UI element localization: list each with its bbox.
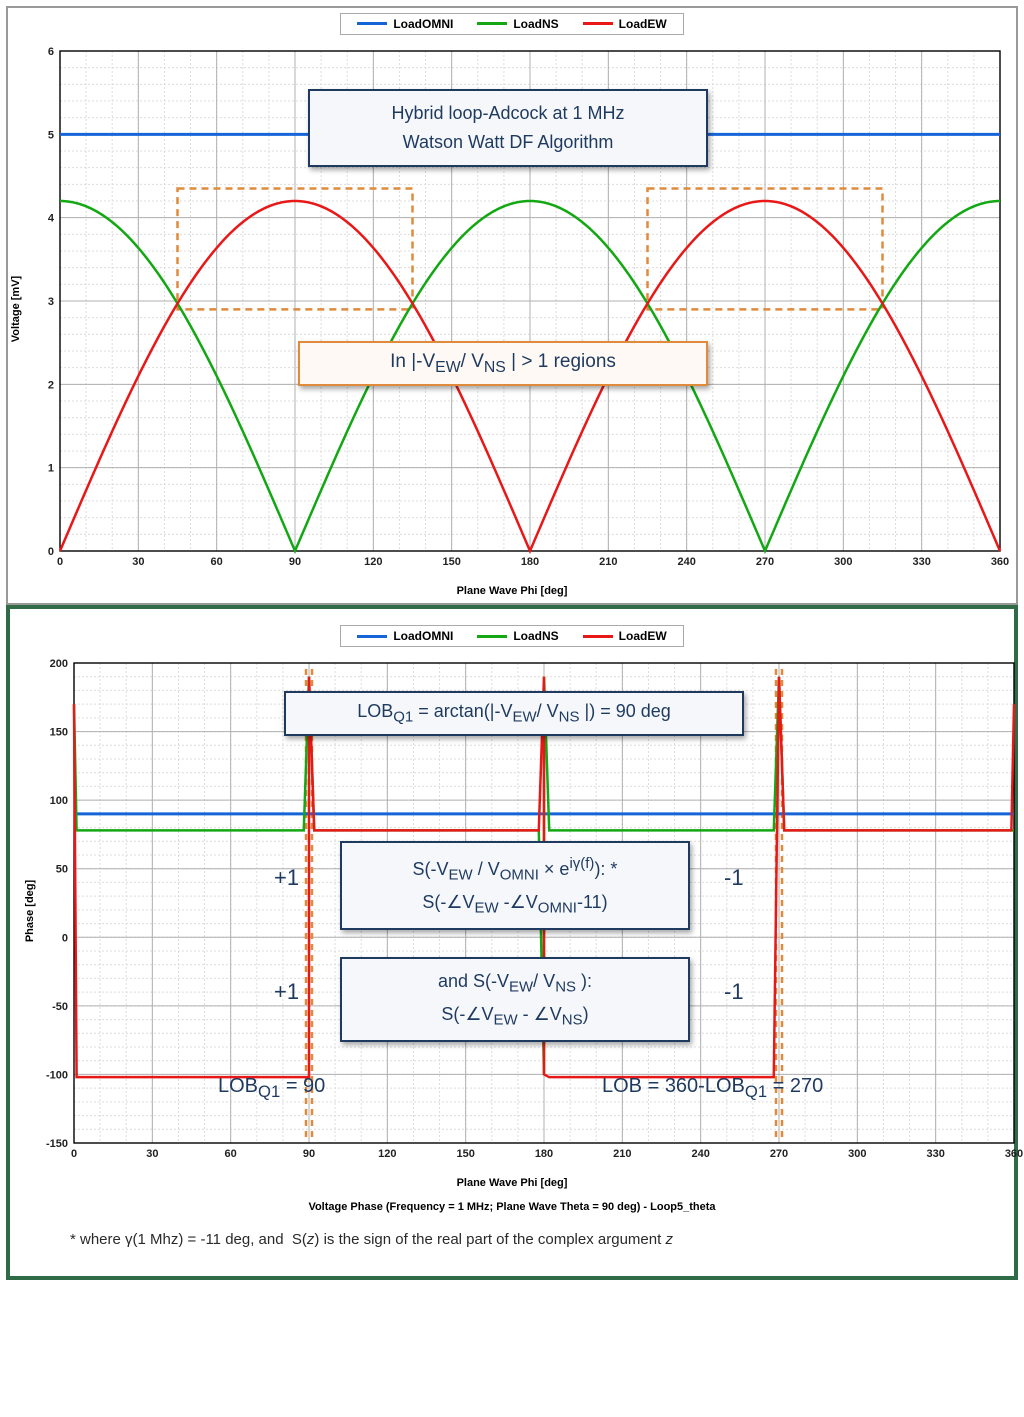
region-callout: In |-VEW/ VNS | > 1 regions <box>298 341 708 387</box>
svg-text:4: 4 <box>48 212 55 224</box>
swatch-icon <box>357 22 387 25</box>
phase-ylabel: Phase [deg] <box>24 880 36 942</box>
legend-top: LoadOMNI LoadNS LoadEW <box>8 8 1016 35</box>
svg-text:2: 2 <box>48 379 54 391</box>
svg-text:0: 0 <box>48 546 54 558</box>
svg-text:90: 90 <box>289 556 301 568</box>
title-callout-line2: Watson Watt DF Algorithm <box>328 128 688 157</box>
legend-item-LoadEW: LoadEW <box>583 17 667 31</box>
phase-panel: LoadOMNI LoadNS LoadEW Phase [deg] 0 30 60 90… <box>6 605 1018 1281</box>
legend-bottom: LoadOMNI LoadNS LoadEW <box>22 621 1002 648</box>
lob-right: LOB = 360-LOBQ1 = 270 <box>602 1075 823 1102</box>
voltage-ylabel: Voltage [mV] <box>10 275 22 341</box>
mid-callout: S(-VEW / VOMNI × eiγ(f)): * S(-∠VEW -∠VO… <box>340 841 690 930</box>
svg-text:60: 60 <box>211 556 223 568</box>
svg-text:120: 120 <box>378 1148 396 1160</box>
svg-text:270: 270 <box>770 1148 788 1160</box>
svg-text:270: 270 <box>756 556 774 568</box>
svg-text:50: 50 <box>56 864 68 876</box>
mid-l2: S(-∠VEW -∠VOMNI-11) <box>360 888 670 921</box>
svg-text:30: 30 <box>146 1148 158 1160</box>
mid-l1: S(-VEW / VOMNI × eiγ(f)): * <box>360 851 670 888</box>
svg-text:30: 30 <box>132 556 144 568</box>
svg-text:3: 3 <box>48 296 54 308</box>
swatch-icon <box>477 22 507 25</box>
arctan-callout: LOBQ1 = arctan(|-VEW/ VNS |) = 90 deg <box>284 691 744 736</box>
voltage-xlabel: Plane Wave Phi [deg] <box>8 583 1016 603</box>
voltage-panel: LoadOMNILoadNSLoadEW Voltage [mV] 030609… <box>6 6 1018 605</box>
svg-text:0: 0 <box>71 1148 77 1160</box>
svg-text:1: 1 <box>48 462 54 474</box>
svg-text:330: 330 <box>912 556 930 568</box>
svg-text:180: 180 <box>521 556 539 568</box>
legend-item-LoadNS: LoadNS <box>477 17 558 31</box>
swatch-icon <box>357 635 387 638</box>
svg-text:0: 0 <box>57 556 63 568</box>
swatch-icon <box>583 635 613 638</box>
phase-subtitle: Voltage Phase (Frequency = 1 MHz; Plane … <box>22 1195 1002 1219</box>
svg-text:6: 6 <box>48 46 54 58</box>
title-callout: Hybrid loop-Adcock at 1 MHz Watson Watt … <box>308 89 708 167</box>
legend-item-LoadEW: LoadEW <box>583 629 667 643</box>
svg-text:300: 300 <box>834 556 852 568</box>
title-callout-line1: Hybrid loop-Adcock at 1 MHz <box>328 99 688 128</box>
svg-text:5: 5 <box>48 129 54 141</box>
svg-text:150: 150 <box>442 556 460 568</box>
voltage-chart-wrap: Voltage [mV] 030609012015018021024027030… <box>8 35 1016 583</box>
svg-text:90: 90 <box>303 1148 315 1160</box>
svg-text:360: 360 <box>1005 1148 1023 1160</box>
swatch-icon <box>477 635 507 638</box>
svg-text:240: 240 <box>677 556 695 568</box>
svg-text:0: 0 <box>62 932 68 944</box>
svg-text:300: 300 <box>848 1148 866 1160</box>
svg-text:210: 210 <box>599 556 617 568</box>
svg-text:-150: -150 <box>46 1138 68 1150</box>
region-callout-text: In |-VEW/ VNS | > 1 regions <box>390 351 616 372</box>
svg-text:60: 60 <box>225 1148 237 1160</box>
sign-bot-right: -1 <box>724 979 744 1005</box>
phase-xlabel: Plane Wave Phi [deg] <box>22 1175 1002 1195</box>
legend-item-LoadNS: LoadNS <box>477 629 558 643</box>
svg-text:150: 150 <box>50 727 68 739</box>
footnote: * where γ(1 Mhz) = -11 deg, and S(z) is … <box>22 1219 1002 1264</box>
svg-text:360: 360 <box>991 556 1009 568</box>
svg-text:150: 150 <box>456 1148 474 1160</box>
svg-text:180: 180 <box>535 1148 553 1160</box>
svg-text:210: 210 <box>613 1148 631 1160</box>
svg-text:-100: -100 <box>46 1069 68 1081</box>
bot-l2: S(-∠VEW - ∠VNS) <box>360 1000 670 1033</box>
arctan-text: LOBQ1 = arctan(|-VEW/ VNS |) = 90 deg <box>357 701 671 721</box>
page-root: LoadOMNILoadNSLoadEW Voltage [mV] 030609… <box>0 6 1024 1280</box>
bot-l1: and S(-VEW/ VNS ): <box>360 967 670 1000</box>
lob-left: LOBQ1 = 90 <box>218 1075 325 1102</box>
bot-callout: and S(-VEW/ VNS ): S(-∠VEW - ∠VNS) <box>340 957 690 1042</box>
svg-text:100: 100 <box>50 795 68 807</box>
legend-item-LoadOMNI: LoadOMNI <box>357 629 453 643</box>
svg-text:200: 200 <box>50 658 68 670</box>
legend-item-LoadOMNI: LoadOMNI <box>357 17 453 31</box>
svg-text:330: 330 <box>926 1148 944 1160</box>
svg-text:-50: -50 <box>52 1001 68 1013</box>
svg-text:240: 240 <box>691 1148 709 1160</box>
svg-text:120: 120 <box>364 556 382 568</box>
swatch-icon <box>583 22 613 25</box>
sign-bot-left: +1 <box>274 979 299 1005</box>
sign-top-left: +1 <box>274 865 299 891</box>
sign-top-right: -1 <box>724 865 744 891</box>
phase-chart-wrap: Phase [deg] 0 30 60 90 120 150 180 210 240 270 300… <box>22 647 1002 1175</box>
